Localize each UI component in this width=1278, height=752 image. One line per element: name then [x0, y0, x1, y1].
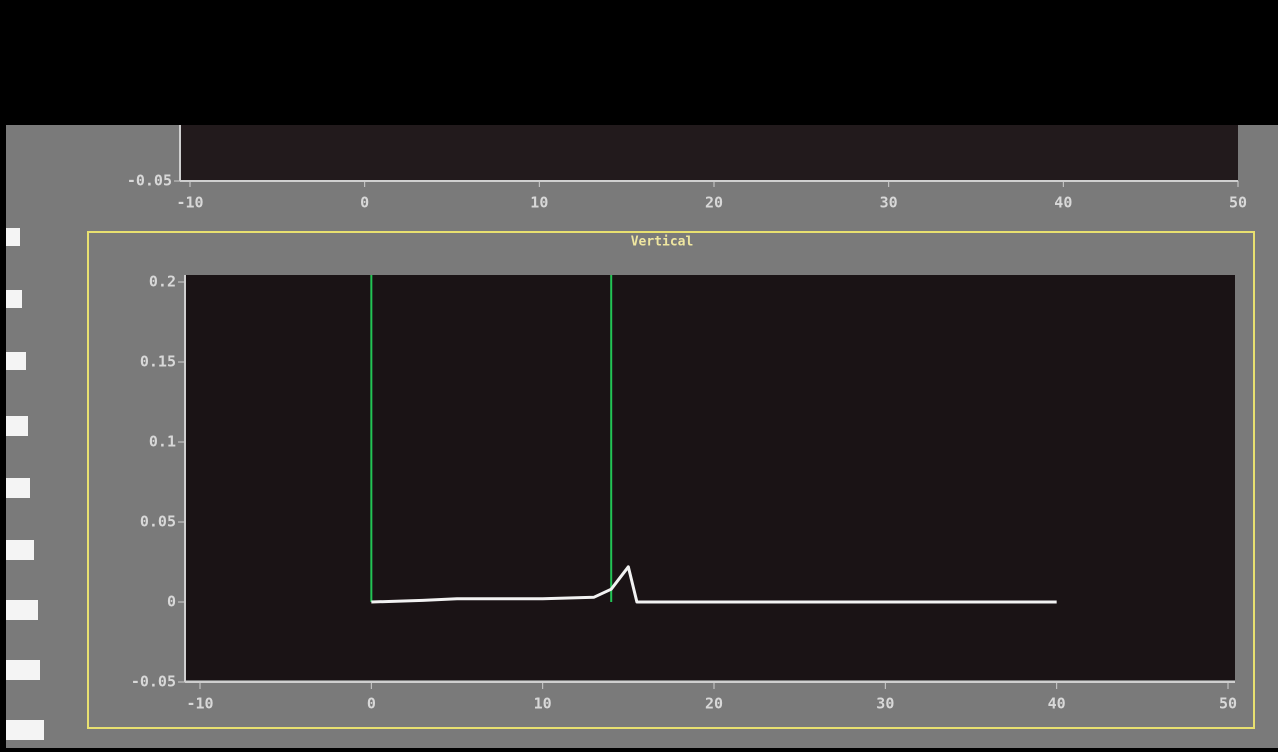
x-tick-label: 30	[880, 194, 898, 212]
y-tick-label: 0.2	[149, 273, 176, 291]
x-tick-label: 50	[1219, 695, 1237, 713]
x-tick-label: 0	[360, 194, 369, 212]
x-tick-label: 10	[534, 695, 552, 713]
top-plot-area	[180, 125, 1238, 181]
main-plot-area	[185, 275, 1235, 680]
x-tick-label: 50	[1229, 194, 1247, 212]
black-band	[0, 0, 1278, 125]
y-tick-label: -0.05	[127, 172, 172, 190]
x-tick-label: -10	[176, 194, 203, 212]
page: Vertical -1001020304050-0.05-10010203040…	[0, 0, 1278, 748]
y-tick-label: -0.05	[131, 673, 176, 691]
y-tick-label: 0.1	[149, 433, 176, 451]
x-tick-label: 20	[705, 194, 723, 212]
y-tick-label: 0.05	[140, 513, 176, 531]
x-tick-label: 40	[1054, 194, 1072, 212]
x-tick-label: 40	[1048, 695, 1066, 713]
x-tick-label: -10	[186, 695, 213, 713]
screen: Vertical -1001020304050-0.05-10010203040…	[0, 0, 1278, 748]
chart-title: Vertical	[631, 235, 694, 250]
x-tick-label: 10	[530, 194, 548, 212]
x-tick-label: 0	[367, 695, 376, 713]
x-tick-label: 30	[876, 695, 894, 713]
x-tick-label: 20	[705, 695, 723, 713]
y-tick-label: 0	[167, 593, 176, 611]
y-tick-label: 0.15	[140, 353, 176, 371]
